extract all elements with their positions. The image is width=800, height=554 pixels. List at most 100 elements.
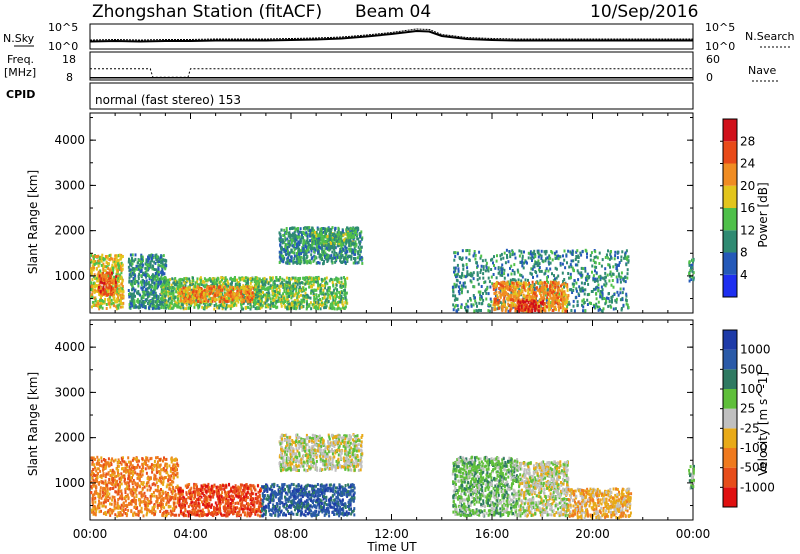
cell-5 xyxy=(300,302,303,306)
cell-3 xyxy=(194,288,197,292)
cell-8 xyxy=(575,281,578,285)
cell-0 xyxy=(97,254,100,258)
cell-2 xyxy=(150,278,153,282)
cell-8 xyxy=(475,301,478,305)
cell-8 xyxy=(482,265,485,269)
cell-7 xyxy=(316,241,319,245)
cell-8 xyxy=(586,303,589,306)
cell-0 xyxy=(120,302,123,305)
cell-6 xyxy=(337,226,340,230)
cell-6 xyxy=(308,259,311,263)
cell-0 xyxy=(101,299,104,302)
cell-6 xyxy=(325,246,328,250)
cell-7 xyxy=(349,239,352,243)
cell-5 xyxy=(338,295,341,299)
cell-5 xyxy=(312,283,315,287)
cell-3 xyxy=(240,307,243,311)
cell-8 xyxy=(511,278,514,282)
cell-8 xyxy=(538,269,541,273)
cell-3 xyxy=(209,296,212,300)
cell-3 xyxy=(234,278,237,282)
cell-5 xyxy=(287,307,290,311)
cell-4 xyxy=(233,292,236,296)
cell-5 xyxy=(291,286,294,290)
cell-4 xyxy=(243,298,246,302)
cell-5 xyxy=(262,295,265,299)
cell-8 xyxy=(499,254,502,258)
cell-9 xyxy=(499,283,502,287)
cell-5 xyxy=(272,284,274,288)
cell-5 xyxy=(315,296,318,299)
cell-1 xyxy=(101,281,104,285)
cell-0 xyxy=(92,259,95,263)
cell-8 xyxy=(524,278,527,282)
cell-6 xyxy=(290,238,293,242)
cell-8 xyxy=(571,282,574,286)
cell-6 xyxy=(306,239,308,243)
cell-0 xyxy=(107,289,110,293)
cell-9 xyxy=(500,281,503,285)
cell-6 xyxy=(333,247,336,251)
cell-8 xyxy=(586,252,588,256)
cell-5 xyxy=(272,289,275,293)
cell-6 xyxy=(302,248,305,252)
cell-7 xyxy=(329,238,331,241)
cell-0 xyxy=(118,303,121,307)
cell-2 xyxy=(150,288,153,292)
cell-8 xyxy=(557,274,560,278)
cell-3 xyxy=(182,284,185,288)
cell-3 xyxy=(201,305,204,309)
cell-8 xyxy=(604,271,607,275)
cell-4 xyxy=(239,289,242,293)
cell-5 xyxy=(319,291,322,295)
cell-2 xyxy=(136,298,139,302)
cell-0 xyxy=(102,258,105,262)
cell-2 xyxy=(135,264,138,268)
cell-5 xyxy=(337,300,340,304)
cell-5 xyxy=(260,299,263,303)
cell-0 xyxy=(99,269,102,273)
cell-4 xyxy=(201,290,204,294)
cell-2 xyxy=(155,279,158,283)
cell-2 xyxy=(157,295,160,299)
cell-8 xyxy=(530,252,533,256)
cell-8 xyxy=(599,307,601,311)
cell-8 xyxy=(572,299,575,303)
cell-8 xyxy=(623,276,626,279)
cell-3 xyxy=(177,297,180,301)
cell-5 xyxy=(333,288,336,292)
cell-6 xyxy=(350,257,353,261)
cell-3 xyxy=(259,279,262,283)
cell-9 xyxy=(514,307,517,311)
cell-4 xyxy=(228,290,231,294)
cell-3 xyxy=(179,280,182,284)
cell-6 xyxy=(340,260,342,264)
cell-3 xyxy=(252,304,255,308)
cell-9 xyxy=(538,299,541,303)
cell-4 xyxy=(217,286,220,290)
cell-3 xyxy=(176,291,179,295)
cell-8 xyxy=(482,267,485,271)
cell-0 xyxy=(117,280,119,284)
cell-8 xyxy=(582,309,584,313)
cell-4 xyxy=(231,286,234,290)
cell-5 xyxy=(316,306,319,310)
cell-6 xyxy=(285,232,288,235)
cell-6 xyxy=(300,259,302,263)
cell-7 xyxy=(326,238,329,241)
cell-8 xyxy=(597,288,600,292)
cell-8 xyxy=(469,279,472,283)
cell-0 xyxy=(93,303,96,307)
cell-5 xyxy=(288,287,291,291)
cell-3 xyxy=(215,302,218,306)
cell-8 xyxy=(571,266,574,270)
cell-6 xyxy=(284,236,287,240)
cell-2 xyxy=(150,285,153,289)
cell-8 xyxy=(489,297,492,301)
cell-2 xyxy=(148,283,151,287)
cell-8 xyxy=(616,256,619,260)
cell-3 xyxy=(161,302,164,306)
cell-4 xyxy=(218,290,221,294)
cell-2 xyxy=(157,303,160,307)
cell-8 xyxy=(492,261,494,265)
